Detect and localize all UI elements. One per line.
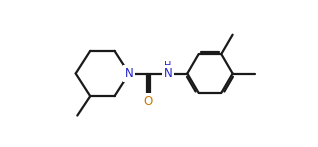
Text: H: H [164,61,172,71]
Text: O: O [144,95,153,107]
Text: N: N [125,67,134,80]
Text: N: N [163,67,172,80]
